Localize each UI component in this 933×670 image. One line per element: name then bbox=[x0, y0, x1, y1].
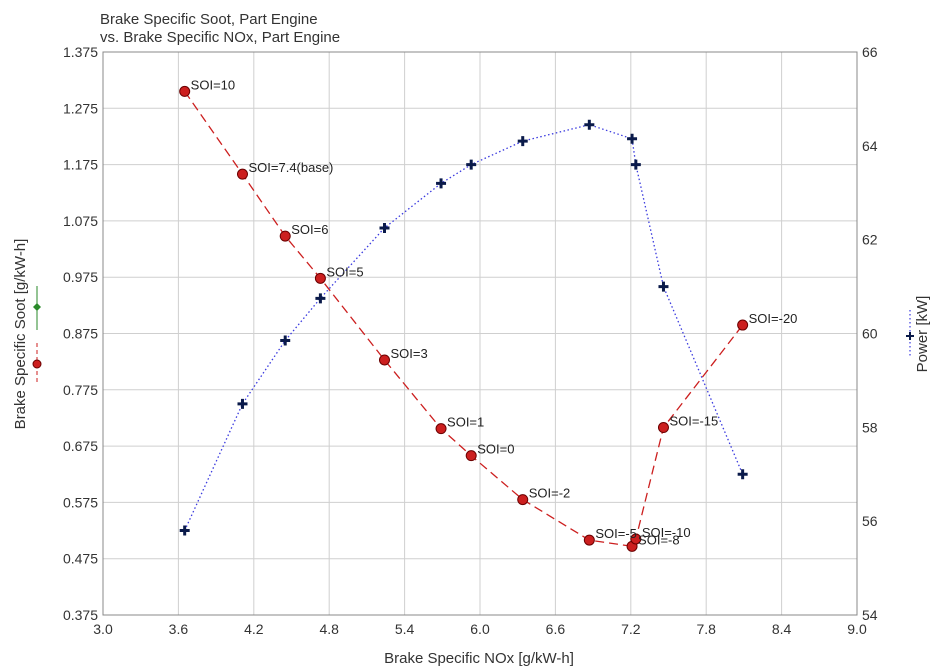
power-point bbox=[315, 293, 326, 304]
soot-point-label: SOI=5 bbox=[326, 264, 363, 279]
power-point bbox=[658, 281, 669, 292]
left-y-tick-label: 0.875 bbox=[63, 326, 98, 342]
right-y-tick-label: 60 bbox=[862, 326, 878, 342]
soot-point-label: SOI=-15 bbox=[669, 414, 718, 429]
left-y-tick-label: 0.675 bbox=[63, 438, 98, 454]
right-y-tick-label: 54 bbox=[862, 607, 878, 623]
series-soot bbox=[179, 85, 749, 552]
power-point bbox=[237, 398, 248, 409]
power-point bbox=[379, 222, 390, 233]
legend-soot-swatch bbox=[32, 286, 42, 385]
right-y-tick-label: 58 bbox=[862, 419, 878, 435]
soot-point-label: SOI=6 bbox=[291, 222, 328, 237]
x-tick-label: 5.4 bbox=[395, 621, 415, 637]
left-y-tick-label: 0.375 bbox=[63, 607, 98, 623]
soot-point bbox=[657, 422, 669, 434]
soot-point-label: SOI=1 bbox=[447, 415, 484, 430]
left-y-tick-label: 0.775 bbox=[63, 382, 98, 398]
power-point bbox=[466, 159, 477, 170]
right-y-tick-label: 56 bbox=[862, 513, 878, 529]
soot-point bbox=[314, 272, 326, 284]
x-axis-ticks: 3.0 3.6 4.2 4.8 5.4 6.0 6.6 7.2 7.8 8.4 9.0 bbox=[93, 621, 867, 637]
left-y-tick-label: 1.175 bbox=[63, 157, 98, 173]
left-y-tick-label: 1.375 bbox=[63, 44, 98, 60]
x-tick-label: 4.2 bbox=[244, 621, 264, 637]
x-tick-label: 6.6 bbox=[546, 621, 566, 637]
x-axis-label: Brake Specific NOx [g/kW-h] bbox=[384, 650, 574, 667]
soot-point-label: SOI=10 bbox=[191, 77, 235, 92]
plot-area-frame bbox=[102, 51, 858, 616]
power-point bbox=[179, 525, 190, 536]
left-y-tick-label: 1.075 bbox=[63, 213, 98, 229]
soot-point-label: SOI=0 bbox=[477, 442, 514, 457]
soot-point-label: SOI=-10 bbox=[642, 525, 691, 540]
chart-title-line2: vs. Brake Specific NOx, Part Engine bbox=[100, 29, 341, 46]
x-tick-label: 8.4 bbox=[772, 621, 792, 637]
soot-point bbox=[517, 494, 529, 506]
soot-point bbox=[236, 168, 248, 180]
right-y-tick-label: 64 bbox=[862, 138, 878, 154]
power-point bbox=[627, 133, 638, 144]
soot-point bbox=[279, 230, 291, 242]
left-y-tick-label: 0.475 bbox=[63, 551, 98, 567]
soot-point-label: SOI=3 bbox=[390, 346, 427, 361]
soot-point bbox=[435, 423, 447, 435]
left-y-tick-label: 1.275 bbox=[63, 100, 98, 116]
soot-point bbox=[179, 85, 191, 97]
power-point bbox=[630, 159, 641, 170]
power-point bbox=[436, 178, 447, 189]
power-point bbox=[737, 469, 748, 480]
soot-point-label: SOI=7.4(base) bbox=[248, 160, 333, 175]
power-point bbox=[517, 136, 528, 147]
soot-point-label: SOI=-2 bbox=[529, 486, 571, 501]
x-tick-label: 3.6 bbox=[169, 621, 189, 637]
power-point bbox=[584, 119, 595, 130]
point-labels: SOI=10 SOI=7.4(base) SOI=6 SOI=5 SOI=3 SOI=1 S… bbox=[191, 77, 798, 547]
soot-point bbox=[378, 354, 390, 366]
x-tick-label: 9.0 bbox=[847, 621, 867, 637]
grid bbox=[102, 51, 858, 616]
power-series-line bbox=[184, 124, 744, 531]
soot-point-label: SOI=-20 bbox=[749, 311, 798, 326]
x-tick-label: 7.8 bbox=[696, 621, 716, 637]
right-y-tick-label: 62 bbox=[862, 232, 878, 248]
chart-title-line1: Brake Specific Soot, Part Engine bbox=[100, 11, 318, 28]
legend-power-swatch bbox=[906, 310, 914, 356]
soot-point bbox=[737, 319, 749, 331]
left-y-axis-ticks: 0.375 0.475 0.575 0.675 0.775 0.875 0.975 1.075… bbox=[63, 44, 98, 623]
right-y-tick-label: 66 bbox=[862, 44, 878, 60]
x-tick-label: 6.0 bbox=[470, 621, 490, 637]
series-power bbox=[179, 119, 748, 536]
x-tick-label: 4.8 bbox=[319, 621, 339, 637]
soot-point-label: SOI=-5 bbox=[595, 526, 637, 541]
soot-point bbox=[465, 450, 477, 462]
left-y-tick-label: 0.575 bbox=[63, 494, 98, 510]
power-point bbox=[280, 335, 291, 346]
left-y-axis-label: Brake Specific Soot [g/kW-h] bbox=[12, 239, 29, 430]
soot-point bbox=[583, 534, 595, 546]
left-y-tick-label: 0.975 bbox=[63, 269, 98, 285]
soot-point-label: SOI=-8 bbox=[638, 532, 680, 547]
x-tick-label: 7.2 bbox=[621, 621, 641, 637]
soot-point bbox=[630, 533, 642, 545]
right-y-axis-ticks: 54 56 58 60 62 64 66 bbox=[862, 44, 878, 623]
x-tick-label: 3.0 bbox=[93, 621, 113, 637]
right-y-axis-label: Power [kW] bbox=[914, 296, 931, 373]
